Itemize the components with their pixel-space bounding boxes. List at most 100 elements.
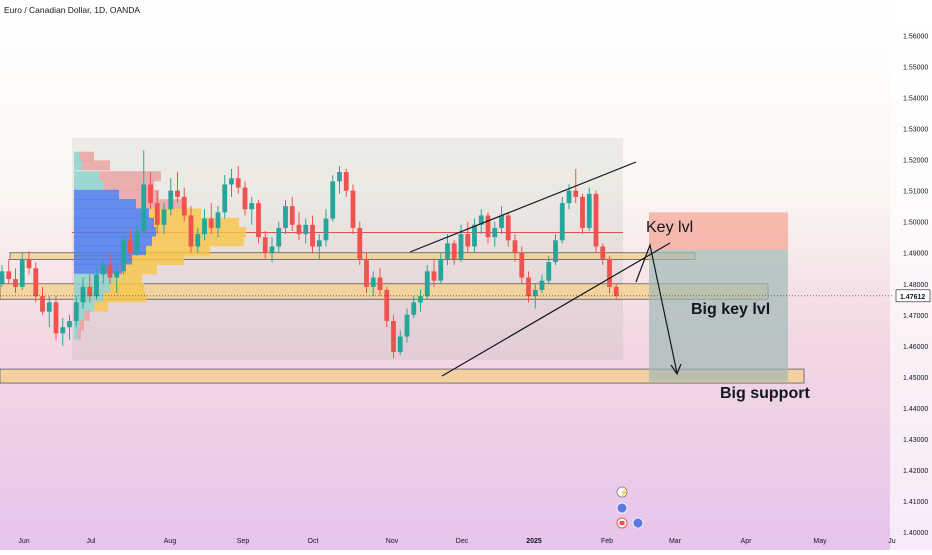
candle	[46, 296, 52, 328]
y-tick-label: 1.40000	[903, 530, 928, 537]
x-tick-label: Dec	[456, 538, 469, 545]
candle	[519, 246, 525, 284]
candle	[505, 212, 511, 247]
candle-body	[505, 215, 511, 241]
candle	[215, 206, 221, 238]
candle	[485, 212, 491, 244]
candle	[323, 209, 329, 247]
candle	[404, 308, 410, 343]
candle	[73, 296, 79, 328]
candle	[546, 255, 552, 284]
wedge-lower-line	[441, 242, 671, 377]
candle-body	[256, 203, 261, 238]
candle-body	[458, 234, 464, 259]
volume-profile-bar-sell	[84, 310, 90, 321]
chart-title: Euro / Canadian Dollar, 1D, OANDA	[4, 5, 140, 15]
candle-body	[141, 184, 147, 232]
candle-body	[330, 181, 336, 219]
volume-profile-bar-buy	[74, 151, 79, 162]
candle-body	[46, 302, 52, 312]
x-tick-label: Aug	[164, 538, 177, 545]
candle	[269, 237, 275, 263]
wedge-upper-line	[409, 161, 637, 253]
candle-body	[289, 206, 295, 225]
volume-profile-bar-buy	[74, 227, 156, 238]
candle-body	[404, 314, 410, 337]
volume-profile-bar-sell	[94, 301, 108, 312]
candle-body	[80, 286, 86, 303]
event-icons[interactable]: ⚡	[616, 486, 644, 529]
candle-body	[40, 296, 45, 312]
candle-body	[107, 265, 113, 278]
candle-body	[370, 277, 376, 287]
candle	[539, 274, 545, 294]
annotations-layer: Key lvl Big key lvl Big support	[646, 219, 810, 402]
candle-body	[215, 212, 221, 228]
candle-body	[283, 206, 288, 228]
flash-event-icon[interactable]	[616, 486, 628, 498]
candle	[6, 258, 12, 284]
eu-event-icon[interactable]	[632, 517, 644, 529]
news-event-icon[interactable]	[616, 502, 628, 514]
candle	[168, 178, 174, 216]
candle-body	[607, 258, 612, 287]
volume-profile-bar-buy	[74, 301, 94, 312]
volume-profile-bar-buy	[74, 160, 82, 171]
candle	[181, 187, 187, 222]
volume-profile-bar-sell	[156, 227, 246, 238]
y-tick-label: 1.43000	[903, 437, 928, 444]
candle	[229, 168, 234, 197]
candle	[13, 268, 18, 294]
candle	[377, 268, 383, 297]
last-price-label: 1.47612	[900, 294, 925, 301]
candle	[593, 190, 599, 253]
candle-body	[53, 302, 59, 334]
candle	[256, 199, 261, 244]
candle	[235, 165, 241, 194]
candle-body	[114, 271, 120, 278]
candle	[370, 271, 376, 297]
candle-body	[316, 240, 322, 247]
candle	[472, 218, 477, 253]
target-profit-zone	[649, 249, 788, 382]
candle-body	[350, 190, 356, 228]
volume-profile-bar-sell	[110, 282, 144, 293]
candle-body	[296, 224, 302, 235]
price-axis: 1.56000 1.55000 1.54000 1.53000 1.52000 1.510…	[0, 34, 931, 537]
candle	[330, 175, 336, 222]
candle-body	[445, 243, 450, 259]
candle-body	[478, 215, 484, 225]
candle	[94, 268, 99, 300]
y-tick-label: 1.55000	[903, 65, 928, 72]
volume-profile-bar-sell	[146, 245, 210, 256]
candle	[67, 314, 72, 340]
y-tick-label: 1.54000	[903, 96, 928, 103]
x-tick-label: Ju	[888, 538, 896, 545]
volume-profile-bar-sell	[114, 273, 142, 284]
candle	[364, 252, 369, 294]
candle-body	[384, 289, 390, 321]
y-tick-label: 1.52000	[903, 158, 928, 165]
volume-profile-bar-sell	[104, 180, 154, 191]
x-tick-label: May	[813, 538, 827, 545]
candle-body	[600, 246, 606, 259]
volume-profile-bar-sell	[80, 320, 84, 331]
x-tick-label: Jul	[87, 538, 96, 545]
candle	[512, 234, 518, 263]
candle	[411, 296, 417, 318]
x-tick-label: Mar	[669, 538, 682, 545]
candle-body	[492, 227, 498, 238]
candle	[499, 206, 504, 235]
candle-body	[269, 246, 275, 253]
candle-body	[418, 296, 423, 303]
candle	[175, 172, 180, 204]
candle	[478, 209, 484, 235]
y-tick-label: 1.41000	[903, 499, 928, 506]
candle	[26, 251, 32, 275]
candle-body	[580, 196, 585, 228]
candle	[148, 172, 153, 210]
candle	[532, 283, 538, 309]
volume-profile-bar-sell	[119, 189, 159, 200]
x-tick-label: Nov	[386, 538, 399, 545]
volume-profile-bar-buy	[74, 273, 114, 284]
